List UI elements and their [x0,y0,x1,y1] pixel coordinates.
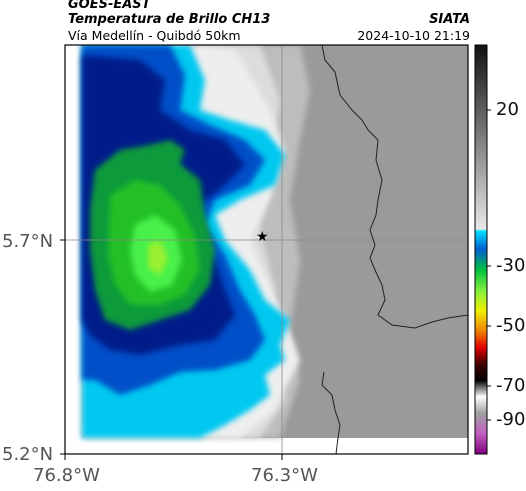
product-title: Temperatura de Brillo CH13 [68,12,271,27]
satellite-imagery [65,45,468,454]
colorbar [475,45,487,454]
lat-tick-label: 5.2°N [2,444,54,465]
yellow-green-core [148,240,168,275]
map-frame [64,44,469,455]
route-marker-star: ★ [256,229,269,245]
green-cell [150,140,185,175]
org-label: SIATA [429,12,470,27]
admin-border [321,45,468,329]
lat-tick-label: 5.7°N [2,231,54,252]
lon-tick-label: 76.3°W [251,465,318,486]
satellite-title: GOES-EAST [68,0,151,12]
colorbar-frame [474,44,488,455]
colorbar-tick-label: -50 [496,315,526,336]
route-subtitle: Vía Medellín - Quibdó 50km [68,28,241,43]
datetime-label: 2024-10-10 21:19 [357,28,470,43]
colorbar-tick-label: -30 [496,255,526,276]
colorbar-tick-label: -70 [496,375,526,396]
colorbar-tick-label: -90 [496,409,526,430]
admin-border-south [321,371,341,454]
colorbar-tick-label: 20 [496,99,519,120]
lon-tick-label: 76.8°W [33,465,100,486]
